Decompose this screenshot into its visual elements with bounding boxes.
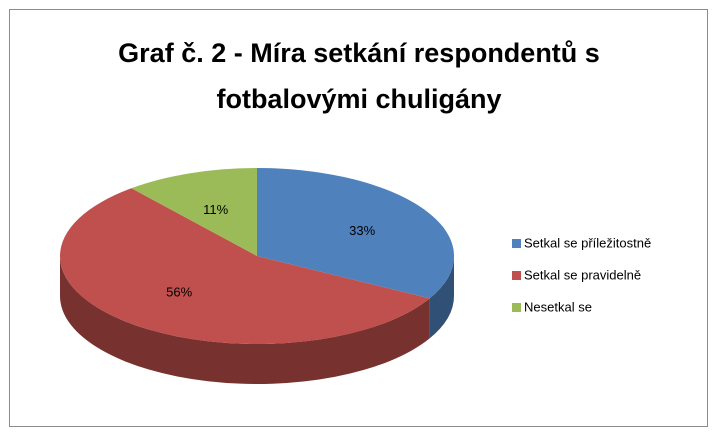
legend-swatch (512, 271, 521, 280)
chart-title: Graf č. 2 - Míra setkání respondentů s f… (118, 38, 600, 114)
legend-swatch (512, 303, 521, 312)
legend-label: Setkal se příležitostně (524, 235, 651, 250)
slice (131, 168, 257, 256)
legend-label: Nesetkal se (524, 299, 592, 314)
data-label: 11% (203, 202, 228, 217)
slice (59, 188, 430, 345)
slice-side (60, 256, 430, 384)
data-label: 33% (349, 223, 375, 238)
data-label: 56% (166, 285, 192, 300)
legend-swatch (512, 239, 521, 248)
slice (257, 168, 454, 299)
legend-label: Setkal se pravidelně (524, 267, 641, 282)
slice-side (429, 256, 454, 339)
